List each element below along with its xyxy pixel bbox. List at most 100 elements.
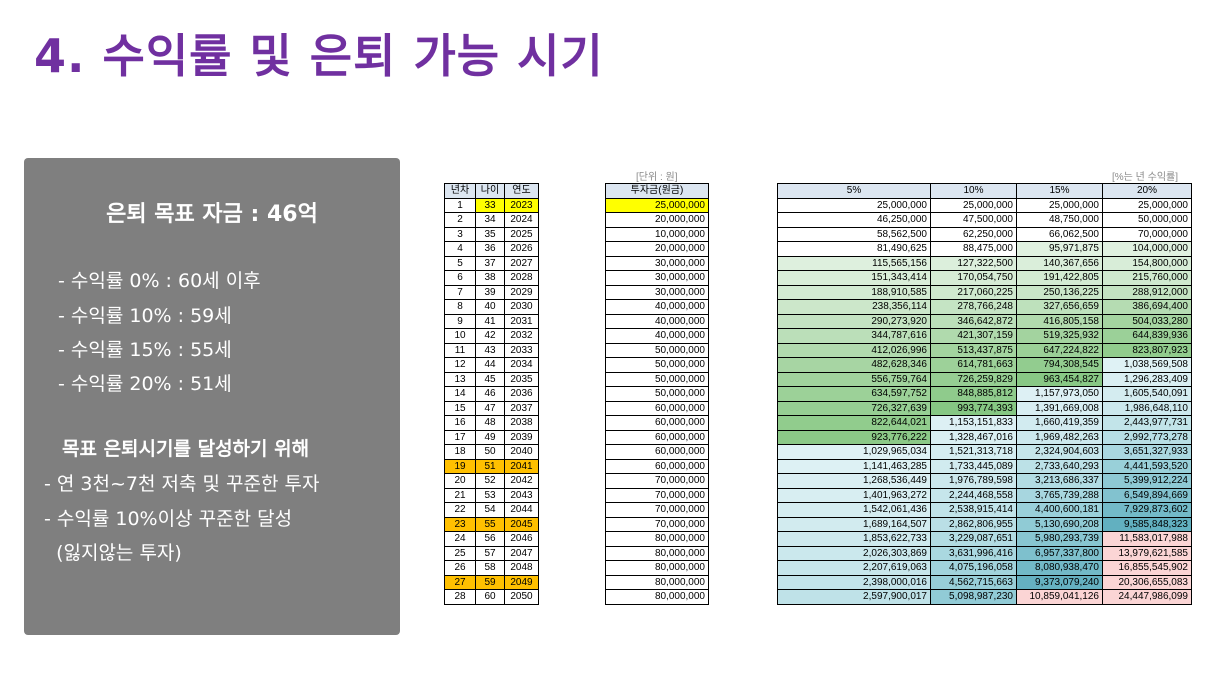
years-table: 년차 나이 연도 1 33 2023 2 34 2024 3 35 2025 4 36 2026 5 37… xyxy=(444,183,539,605)
table-row: 14 46 2036 xyxy=(444,386,539,402)
year-cell: 2034 xyxy=(504,357,539,373)
return-cell: 3,765,739,288 xyxy=(1016,487,1103,503)
age-cell: 52 xyxy=(475,473,505,489)
age-cell: 56 xyxy=(475,531,505,547)
table-row: 50,000,000 xyxy=(605,357,709,373)
table-row: 70,000,000 xyxy=(605,487,709,503)
investment-cell: 50,000,000 xyxy=(605,342,709,358)
table-row: 81,490,625 88,475,000 95,971,875 104,000,00… xyxy=(777,241,1192,257)
return-cell: 1,029,965,034 xyxy=(777,444,931,460)
return-cell: 556,759,764 xyxy=(777,371,931,387)
return-cell: 1,038,569,508 xyxy=(1102,357,1192,373)
year-index-cell: 19 xyxy=(444,458,476,474)
return-cell: 822,644,021 xyxy=(777,415,931,431)
table-row: 27 59 2049 xyxy=(444,574,539,590)
year-cell: 2042 xyxy=(504,473,539,489)
table-row: 70,000,000 xyxy=(605,473,709,489)
return-cell: 25,000,000 xyxy=(1102,197,1192,213)
return-cell: 993,774,393 xyxy=(930,400,1017,416)
table-row: 17 49 2039 xyxy=(444,429,539,445)
table-row: 115,565,156 127,322,500 140,367,656 154,800… xyxy=(777,255,1192,271)
return-cell: 24,447,986,099 xyxy=(1102,589,1192,605)
age-cell: 36 xyxy=(475,241,505,257)
table-row: 290,273,920 346,642,872 416,805,158 504,033… xyxy=(777,313,1192,329)
table-row: 80,000,000 xyxy=(605,589,709,605)
age-cell: 46 xyxy=(475,386,505,402)
age-cell: 42 xyxy=(475,328,505,344)
table-row: 70,000,000 xyxy=(605,516,709,532)
return-cell: 513,437,875 xyxy=(930,342,1017,358)
return-cell: 634,597,752 xyxy=(777,386,931,402)
investment-cell: 60,000,000 xyxy=(605,415,709,431)
table-row: 2,398,000,016 4,562,715,663 9,373,079,240 2… xyxy=(777,574,1192,590)
investment-cell: 25,000,000 xyxy=(605,197,709,213)
return-cell: 1,328,467,016 xyxy=(930,429,1017,445)
age-cell: 45 xyxy=(475,371,505,387)
return-cell: 140,367,656 xyxy=(1016,255,1103,271)
age-cell: 34 xyxy=(475,212,505,228)
return-cell: 726,327,639 xyxy=(777,400,931,416)
table-row: 25,000,000 25,000,000 25,000,000 25,000,000 xyxy=(777,197,1192,213)
return-cell: 5,098,987,230 xyxy=(930,589,1017,605)
year-index-cell: 15 xyxy=(444,400,476,416)
year-cell: 2048 xyxy=(504,560,539,576)
return-cell: 519,325,932 xyxy=(1016,328,1103,344)
year-cell: 2040 xyxy=(504,444,539,460)
table-row: 16 48 2038 xyxy=(444,415,539,431)
return-cell: 290,273,920 xyxy=(777,313,931,329)
year-index-cell: 10 xyxy=(444,328,476,344)
table-row: 10 42 2032 xyxy=(444,328,539,344)
year-cell: 2027 xyxy=(504,255,539,271)
year-index-cell: 11 xyxy=(444,342,476,358)
return-cell: 62,250,000 xyxy=(930,226,1017,242)
investment-cell: 20,000,000 xyxy=(605,241,709,257)
table-row: 9 41 2031 xyxy=(444,313,539,329)
return-cell: 823,807,923 xyxy=(1102,342,1192,358)
table-row: 46,250,000 47,500,000 48,750,000 50,000,000 xyxy=(777,212,1192,228)
year-index-cell: 7 xyxy=(444,284,476,300)
return-cell: 95,971,875 xyxy=(1016,241,1103,257)
year-index-cell: 1 xyxy=(444,197,476,213)
investment-cell: 30,000,000 xyxy=(605,255,709,271)
investment-cell: 60,000,000 xyxy=(605,400,709,416)
return-cell: 614,781,663 xyxy=(930,357,1017,373)
return-cell: 1,853,622,733 xyxy=(777,531,931,547)
year-cell: 2033 xyxy=(504,342,539,358)
return-cell: 1,141,463,285 xyxy=(777,458,931,474)
table-row: 24 56 2046 xyxy=(444,531,539,547)
table-row: 22 54 2044 xyxy=(444,502,539,518)
investment-cell: 80,000,000 xyxy=(605,560,709,576)
return-cell: 386,694,400 xyxy=(1102,299,1192,315)
table-row: 18 50 2040 xyxy=(444,444,539,460)
age-cell: 41 xyxy=(475,313,505,329)
table-row: 188,910,585 217,060,225 250,136,225 288,912… xyxy=(777,284,1192,300)
return-cell: 6,957,337,800 xyxy=(1016,545,1103,561)
table-row: 20,000,000 xyxy=(605,212,709,228)
table-row: 13 45 2035 xyxy=(444,371,539,387)
rate-note: [%는 년 수익률] xyxy=(1112,172,1179,183)
investment-cell: 80,000,000 xyxy=(605,545,709,561)
year-cell: 2050 xyxy=(504,589,539,605)
return-cell: 1,157,973,050 xyxy=(1016,386,1103,402)
year-cell: 2045 xyxy=(504,516,539,532)
year-cell: 2030 xyxy=(504,299,539,315)
table-row: 412,026,996 513,437,875 647,224,822 823,807… xyxy=(777,342,1192,358)
header-rate-10: 10% xyxy=(930,183,1017,199)
return-cell: 1,605,540,091 xyxy=(1102,386,1192,402)
age-cell: 49 xyxy=(475,429,505,445)
return-cell: 278,766,248 xyxy=(930,299,1017,315)
return-cell: 963,454,827 xyxy=(1016,371,1103,387)
header-investment: 투자금(원금) xyxy=(605,183,709,199)
year-index-cell: 14 xyxy=(444,386,476,402)
header-year-index: 년차 xyxy=(444,183,476,199)
returns-table: 5% 10% 15% 20% 25,000,000 25,000,000 25,00… xyxy=(777,183,1192,605)
return-cell: 2,597,900,017 xyxy=(777,589,931,605)
return-cell: 726,259,829 xyxy=(930,371,1017,387)
return-cell: 1,391,669,008 xyxy=(1016,400,1103,416)
return-cell: 170,054,750 xyxy=(930,270,1017,286)
table-row: 344,787,616 421,307,159 519,325,932 644,839… xyxy=(777,328,1192,344)
table-row: 15 47 2037 xyxy=(444,400,539,416)
table-row: 482,628,346 614,781,663 794,308,545 1,038,5… xyxy=(777,357,1192,373)
return-cell: 1,689,164,507 xyxy=(777,516,931,532)
investment-cell: 20,000,000 xyxy=(605,212,709,228)
